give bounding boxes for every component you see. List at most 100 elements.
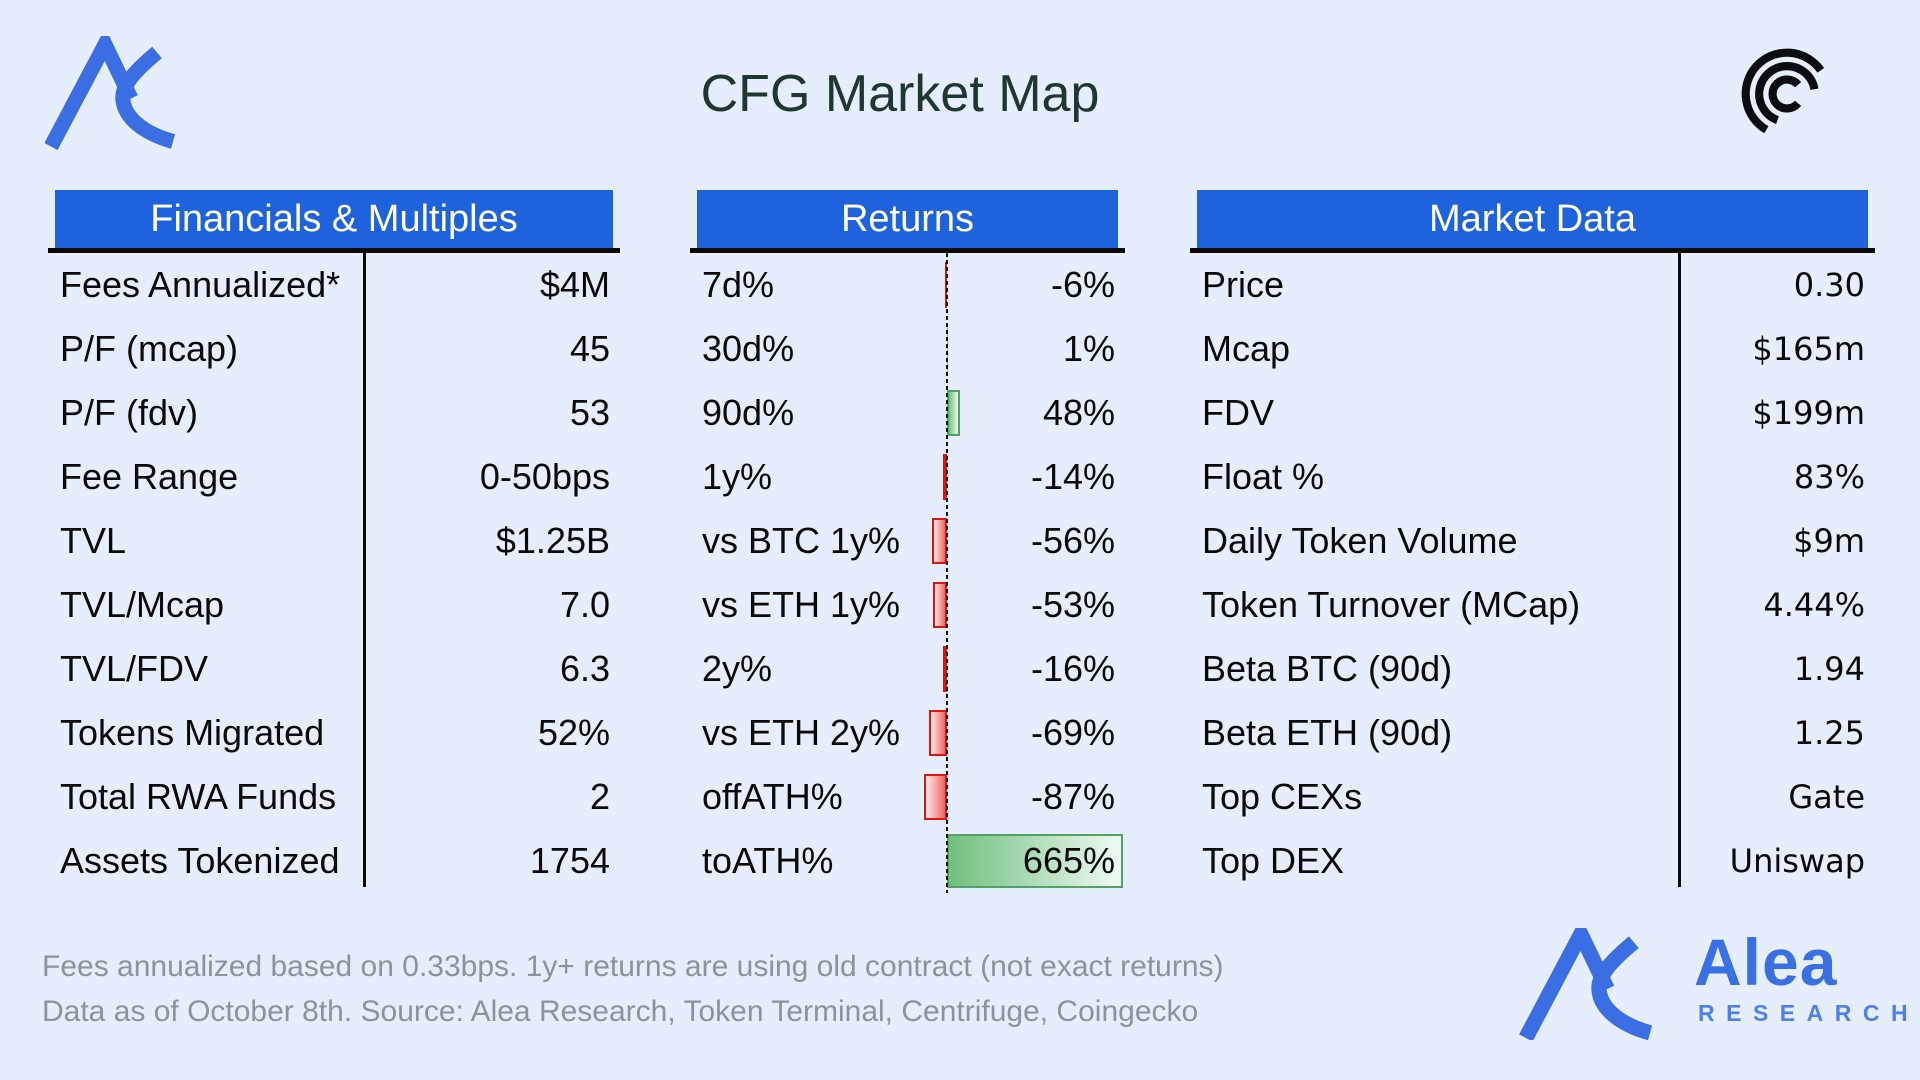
- row-label: 7d%: [702, 264, 775, 305]
- table-row: vs ETH 2y% -69%: [690, 701, 1125, 765]
- column-divider: [363, 253, 366, 887]
- row-value: 2: [589, 776, 610, 817]
- table-row: Token Turnover (MCap) 4.44%: [1190, 573, 1875, 637]
- row-label: TVL/Mcap: [60, 584, 225, 625]
- table-row: Beta ETH (90d) 1.25: [1190, 701, 1875, 765]
- table-row: P/F (fdv) 53: [48, 381, 620, 445]
- table-row: Top DEX Uniswap: [1190, 829, 1875, 893]
- row-label: 1y%: [702, 456, 773, 497]
- alea-logo-icon: [1519, 928, 1653, 1040]
- footnote-line-1: Fees annualized based on 0.33bps. 1y+ re…: [42, 950, 1224, 983]
- row-label: Beta BTC (90d): [1202, 648, 1453, 689]
- table-row: P/F (mcap) 45: [48, 317, 620, 381]
- row-value: -14%: [1030, 456, 1115, 497]
- table-row: 30d% 1%: [690, 317, 1125, 381]
- row-value: 1.25: [1793, 714, 1865, 752]
- row-value: $1.25B: [495, 520, 610, 561]
- row-value: 45: [569, 328, 610, 369]
- row-value: Gate: [1788, 778, 1865, 816]
- table-row: Mcap $165m: [1190, 317, 1875, 381]
- table-row: vs BTC 1y% -56%: [690, 509, 1125, 573]
- row-value: Uniswap: [1729, 842, 1865, 880]
- row-label: 30d%: [702, 328, 795, 369]
- zero-axis-dashed-line: [946, 253, 948, 893]
- row-value: 0.30: [1793, 266, 1865, 304]
- negative-return-bar: [924, 774, 948, 820]
- table-row: FDV $199m: [1190, 381, 1875, 445]
- row-value: 53: [569, 392, 610, 433]
- market-data-table: Market Data Price 0.30 Mcap $165m FDV $199m Fl…: [1190, 190, 1875, 893]
- row-label: Mcap: [1202, 328, 1291, 369]
- row-value: 83%: [1793, 458, 1865, 496]
- row-label: P/F (fdv): [60, 392, 199, 433]
- row-label: Assets Tokenized: [60, 840, 340, 881]
- row-value: -56%: [1030, 520, 1115, 561]
- returns-table: Returns 7d% -6% 30d% 1% 90d% 48% 1y% -14% vs BTC…: [690, 190, 1125, 893]
- financials-table: Financials & Multiples Fees Annualized* $…: [48, 190, 620, 893]
- market-data-table-body: Price 0.30 Mcap $165m FDV $199m Float % 83% Dail…: [1190, 253, 1875, 893]
- row-label: Token Turnover (MCap): [1202, 584, 1581, 625]
- row-value: -16%: [1030, 648, 1115, 689]
- table-row: Daily Token Volume $9m: [1190, 509, 1875, 573]
- alea-research-branding: Alea RESEARCH: [1516, 924, 1908, 1054]
- row-label: TVL: [60, 520, 127, 561]
- row-value: 1754: [529, 840, 610, 881]
- row-value: -53%: [1030, 584, 1115, 625]
- footnote-line-2: Data as of October 8th. Source: Alea Res…: [42, 995, 1199, 1028]
- header-underline: [48, 248, 620, 253]
- positive-return-bar: [947, 390, 961, 436]
- row-value: 1.94: [1793, 650, 1865, 688]
- table-row: Beta BTC (90d) 1.94: [1190, 637, 1875, 701]
- row-label: vs BTC 1y%: [702, 520, 901, 561]
- negative-return-bar: [929, 710, 948, 756]
- table-row: Tokens Migrated 52%: [48, 701, 620, 765]
- header-underline: [1190, 248, 1875, 253]
- table-row: Total RWA Funds 2: [48, 765, 620, 829]
- row-label: 90d%: [702, 392, 795, 433]
- table-row: 1y% -14%: [690, 445, 1125, 509]
- footnote: Fees annualized based on 0.33bps. 1y+ re…: [42, 944, 1224, 1034]
- row-value: -69%: [1030, 712, 1115, 753]
- row-label: Fee Range: [60, 456, 239, 497]
- row-value: 0-50bps: [479, 456, 610, 497]
- row-value: $199m: [1752, 394, 1865, 432]
- row-value: -87%: [1030, 776, 1115, 817]
- row-value: 48%: [1042, 392, 1115, 433]
- row-value: -6%: [1050, 264, 1115, 305]
- row-value: 7.0: [559, 584, 610, 625]
- alea-logo-icon: [45, 36, 176, 151]
- row-label: Fees Annualized*: [60, 264, 341, 305]
- returns-table-header: Returns: [697, 190, 1118, 248]
- row-label: Top CEXs: [1202, 776, 1363, 817]
- header-underline: [690, 248, 1125, 253]
- table-row: TVL $1.25B: [48, 509, 620, 573]
- negative-return-bar: [932, 518, 948, 564]
- row-value: $165m: [1752, 330, 1865, 368]
- row-label: 2y%: [702, 648, 773, 689]
- table-row: 7d% -6%: [690, 253, 1125, 317]
- negative-return-bar: [933, 582, 948, 628]
- page-title: CFG Market Map: [700, 65, 1100, 123]
- brand-name: Alea: [1694, 925, 1838, 999]
- table-row: Assets Tokenized 1754: [48, 829, 620, 893]
- positive-return-bar: [947, 834, 1124, 888]
- row-label: Total RWA Funds: [60, 776, 337, 817]
- returns-table-body: 7d% -6% 30d% 1% 90d% 48% 1y% -14% vs BTC 1y% -56%…: [690, 253, 1125, 893]
- row-label: TVL/FDV: [60, 648, 209, 689]
- table-row: 90d% 48%: [690, 381, 1125, 445]
- centrifuge-logo-icon: [1741, 48, 1825, 134]
- row-label: Float %: [1202, 456, 1325, 497]
- brand-subtitle: RESEARCH: [1698, 1000, 1920, 1026]
- table-row: 2y% -16%: [690, 637, 1125, 701]
- row-label: Tokens Migrated: [60, 712, 325, 753]
- row-value: 6.3: [559, 648, 610, 689]
- table-row: Top CEXs Gate: [1190, 765, 1875, 829]
- row-value: $9m: [1793, 522, 1865, 560]
- table-row: Price 0.30: [1190, 253, 1875, 317]
- row-label: Daily Token Volume: [1202, 520, 1518, 561]
- row-label: Top DEX: [1202, 840, 1345, 881]
- row-label: toATH%: [702, 840, 834, 881]
- row-value: 665%: [1022, 840, 1115, 881]
- row-label: offATH%: [702, 776, 843, 817]
